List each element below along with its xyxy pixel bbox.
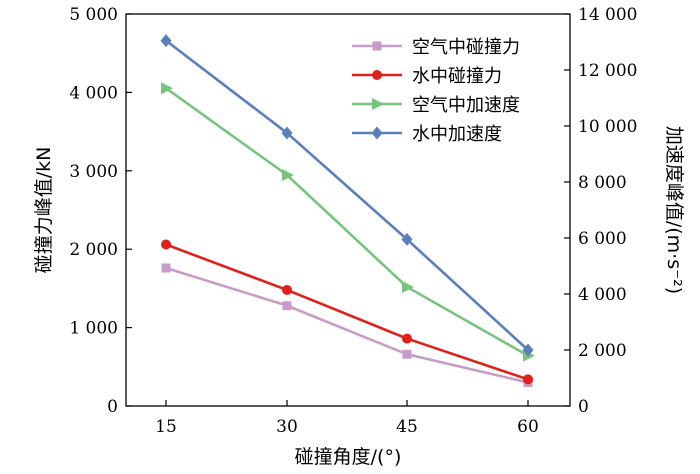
legend-marker [372,70,382,80]
x-tick-label: 30 [276,417,298,437]
y-left-tick-label: 3 000 [69,162,118,182]
y-right-tick-label: 4 000 [578,285,627,305]
data-point [523,374,533,385]
series-line [165,39,529,351]
data-point [522,343,534,357]
y-right-tick-label: 10 000 [578,117,637,137]
y-right-tick-label: 2 000 [578,341,627,361]
x-tick-label: 60 [517,417,539,437]
plot-area [125,13,571,407]
y-left-tick-label: 5 000 [69,5,118,25]
legend-item: 水中加速度 [352,124,502,145]
data-point [402,281,414,293]
y-left-tick-label: 4 000 [69,83,118,103]
legend-item: 空气中加速度 [352,95,520,116]
data-point [161,263,171,273]
legend-label: 空气中碰撞力 [412,37,520,58]
y-axis-title-left: 碰撞力峰值/kN [33,147,55,274]
legend-label: 水中加速度 [412,124,502,145]
data-point [402,349,412,359]
data-point [160,34,172,48]
legend-marker [372,98,384,110]
y-right-tick-label: 14 000 [578,5,637,25]
y-right-tick-label: 12 000 [578,61,637,81]
legend-item: 空气中碰撞力 [352,37,520,58]
data-point [402,333,412,344]
legend-marker [372,41,382,51]
y-right-tick-label: 6 000 [578,229,627,249]
data-point [161,239,171,250]
legend-label: 水中碰撞力 [412,66,502,87]
data-point [282,301,292,311]
data-point [161,82,173,95]
data-point [282,169,294,181]
y-right-tick-label: 8 000 [578,173,627,193]
series-line [165,266,529,384]
plot-frame [125,13,571,407]
x-axis-title: 碰撞角度/(°) [295,446,402,468]
data-series [160,34,535,387]
x-tick-label: 45 [396,417,418,437]
y-right-tick-label: 0 [578,397,589,417]
series-line [165,87,529,357]
axis-ticks: 15 30 45 60 0 1 000 2 000 3 000 4 000 5 000 0 2 000… [69,5,637,437]
y-left-tick-label: 2 000 [69,240,118,260]
data-point [401,232,413,246]
series-4 [160,34,534,357]
series-line [165,243,529,381]
legend-marker [371,126,383,140]
y-left-tick-label: 0 [107,397,118,417]
data-point [281,126,293,140]
series-2 [161,239,533,385]
x-tick-label: 15 [155,417,177,437]
data-point [282,284,292,295]
legend-item: 水中碰撞力 [352,66,502,87]
y-axis-title-right: 加速度峰值/(m·s⁻²) [663,126,685,294]
y-left-tick-label: 1 000 [69,319,118,339]
legend-label: 空气中加速度 [412,95,520,116]
